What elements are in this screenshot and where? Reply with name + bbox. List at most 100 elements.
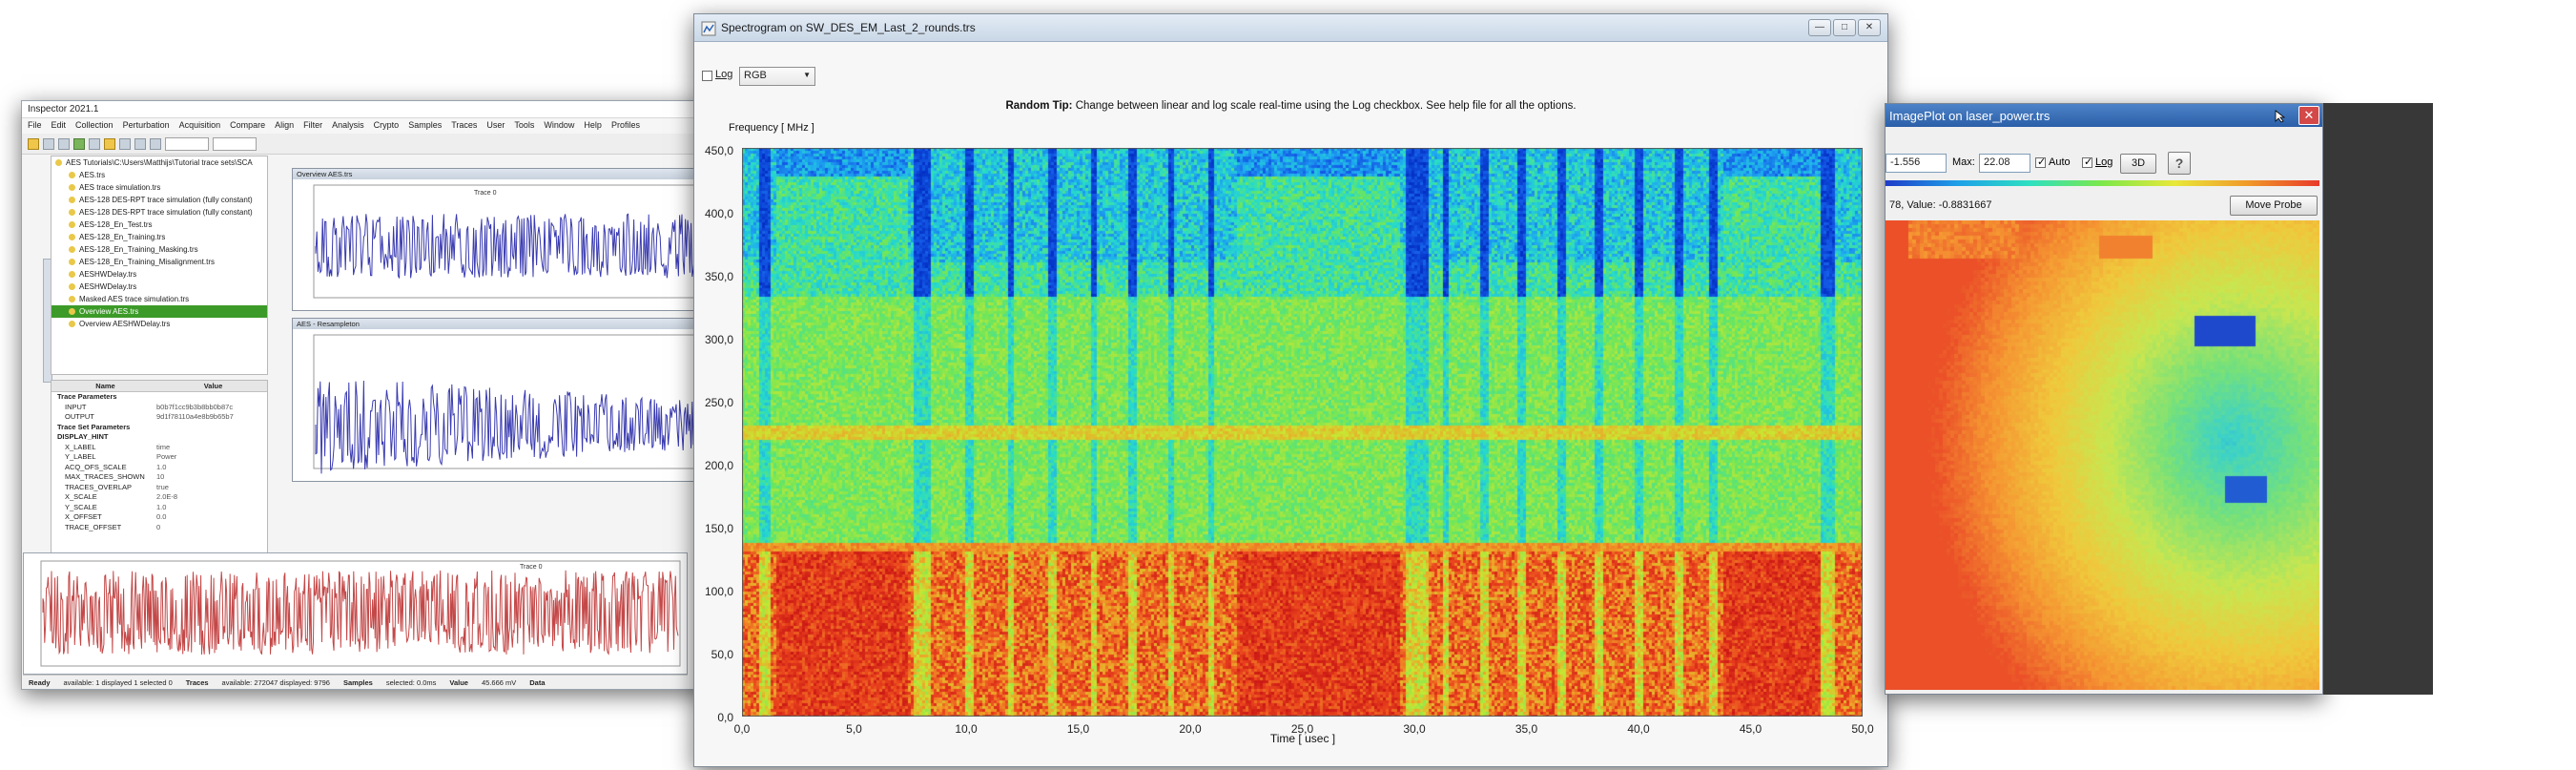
copy-icon[interactable] [58,137,70,150]
property-row[interactable]: INPUT b0b7f1cc9b3b8bb0b87c [52,403,267,413]
tree-item[interactable]: AES-128 DES-RPT trace simulation (fully … [52,194,267,206]
property-row[interactable]: DISPLAY_HINT [52,432,267,443]
y-tick-label: 150,0 [704,522,733,535]
tree-item[interactable]: Masked AES trace simulation.trs [52,293,267,305]
pencil-icon[interactable] [150,137,161,150]
status-value: available: 1 displayed 1 selected 0 [63,678,173,687]
bottom-trace-panel[interactable]: Trace 0 [23,552,688,675]
menu-item-analysis[interactable]: Analysis [332,120,364,130]
menu-item-edit[interactable]: Edit [51,120,67,130]
tree-item-label: Masked AES trace simulation.trs [79,295,190,303]
property-row[interactable]: MAX_TRACES_SHOWN 10 [52,472,267,483]
menu-item-compare[interactable]: Compare [230,120,266,130]
help-button[interactable]: ? [2168,152,2191,175]
menu-item-file[interactable]: File [28,120,42,130]
menu-item-user[interactable]: User [486,120,505,130]
tree-item[interactable]: AES-128_En_Training.trs [52,231,267,243]
log-checkbox[interactable] [702,71,712,81]
tree-item[interactable]: AES trace simulation.trs [52,181,267,194]
min-field[interactable]: -1.556 [1886,154,1947,173]
tree-item[interactable]: AES-128 DES-RPT trace simulation (fully … [52,206,267,219]
tree-item[interactable]: Overview AES.trs [52,305,267,318]
property-value: 1.0 [156,502,167,511]
tree-item[interactable]: AES.trs [52,169,267,181]
save-icon[interactable] [43,137,54,150]
cursor-icon [2275,110,2286,123]
menu-item-crypto[interactable]: Crypto [373,120,400,130]
status-value: selected: 0.0ms [385,678,437,687]
property-row[interactable]: OUTPUT 9d1f78110a4e8b9b65b7 [52,412,267,423]
property-row[interactable]: X_LABEL time [52,443,267,453]
tree-item[interactable]: AES-128_En_Training_Masking.trs [52,243,267,256]
tree-item-label: Overview AESHWDelay.trs [79,320,171,328]
chart-icon[interactable] [104,137,115,150]
property-value [156,423,267,433]
property-name: Y_SCALE [65,502,97,511]
log-label: Log [2095,156,2113,168]
3d-button[interactable]: 3D [2120,154,2156,174]
property-name: DISPLAY_HINT [57,432,109,441]
menu-item-collection[interactable]: Collection [75,120,113,130]
property-row[interactable]: Y_LABEL Power [52,452,267,463]
zoom-in-icon[interactable] [119,137,131,150]
linear-select[interactable] [165,136,209,151]
menu-item-filter[interactable]: Filter [303,120,323,130]
laser-power-heatmap[interactable] [1886,220,2319,690]
tree-item[interactable]: AES Tutorials\C:\Users\Matthijs\Tutorial… [52,156,267,169]
y-tick-label: 0,0 [717,711,733,724]
overview-trace-window[interactable]: Overview AES.trs Trace 0 [292,168,707,311]
property-row[interactable]: Y_SCALE 1.0 [52,503,267,513]
property-row[interactable]: TRACE_OFFSET 0 [52,523,267,533]
imageplot-title: ImagePlot on laser_power.trs [1889,109,2050,123]
move-probe-button[interactable]: Move Probe [2230,196,2318,216]
menu-item-samples[interactable]: Samples [408,120,443,130]
open-folder-icon[interactable] [28,137,39,150]
run-icon[interactable] [73,137,85,150]
property-row[interactable]: Trace Set Parameters [52,423,267,433]
tree-item[interactable]: AESHWDelay.trs [52,268,267,281]
maximize-icon[interactable]: □ [1833,19,1856,36]
imageplot-window: ImagePlot on laser_power.trs ✕ -1.556 Ma… [1885,103,2323,695]
spectrogram-window: Spectrogram on SW_DES_EM_Last_2_rounds.t… [693,13,1888,767]
zoom-out-icon[interactable] [134,137,146,150]
close-icon[interactable]: ✕ [1858,19,1881,36]
inspector-title: Inspector 2021.1 [22,101,707,118]
property-value: 10 [156,472,165,481]
menu-item-acquisition[interactable]: Acquisition [178,120,221,130]
tree-item[interactable]: AES-128_En_Training_Misalignment.trs [52,256,267,268]
tree-item[interactable]: AES-128_En_Test.trs [52,219,267,231]
property-row[interactable]: TRACES_OVERLAP true [52,483,267,493]
tree-item-label: AES-128_En_Training_Misalignment.trs [79,258,215,266]
trace-file-icon [69,296,75,302]
property-row[interactable]: X_OFFSET 0.0 [52,512,267,523]
menu-item-align[interactable]: Align [275,120,295,130]
property-row[interactable]: Trace Parameters [52,392,267,403]
log-checkbox[interactable]: ✓ [2082,156,2093,168]
max-field[interactable]: 22.08 [1979,154,2030,173]
spectrogram-plot[interactable] [742,148,1863,717]
menu-item-traces[interactable]: Traces [451,120,478,130]
parallel-select[interactable] [213,136,257,151]
menu-item-help[interactable]: Help [584,120,602,130]
property-row[interactable]: X_SCALE 2.0E-8 [52,492,267,503]
stop-icon[interactable] [89,137,100,150]
auto-checkbox[interactable]: ✓ [2035,156,2047,168]
property-row[interactable]: ACQ_OFS_SCALE 1.0 [52,463,267,473]
menu-item-tools[interactable]: Tools [514,120,535,130]
menu-item-perturbation[interactable]: Perturbation [122,120,170,130]
menu-item-window[interactable]: Window [544,120,575,130]
property-value: 0 [156,522,161,531]
tree-item[interactable]: Overview AESHWDelay.trs [52,318,267,330]
resampled-trace-window[interactable]: AES - Resampleton [292,318,707,482]
trace-file-icon [69,271,75,278]
chevron-down-icon: ▼ [803,71,811,79]
close-icon[interactable]: ✕ [2298,106,2319,125]
menu-item-profiles[interactable]: Profiles [610,120,640,130]
tree-item-label: AES trace simulation.trs [79,183,161,192]
trace-file-icon [69,321,75,327]
colormap-select[interactable]: RGB ▼ [739,67,815,86]
minimize-icon[interactable]: — [1808,19,1831,36]
tree-item-label: AES Tutorials\C:\Users\Matthijs\Tutorial… [66,158,253,167]
tree-item[interactable]: AESHWDelay.trs [52,281,267,293]
status-column: Ready [29,678,51,687]
